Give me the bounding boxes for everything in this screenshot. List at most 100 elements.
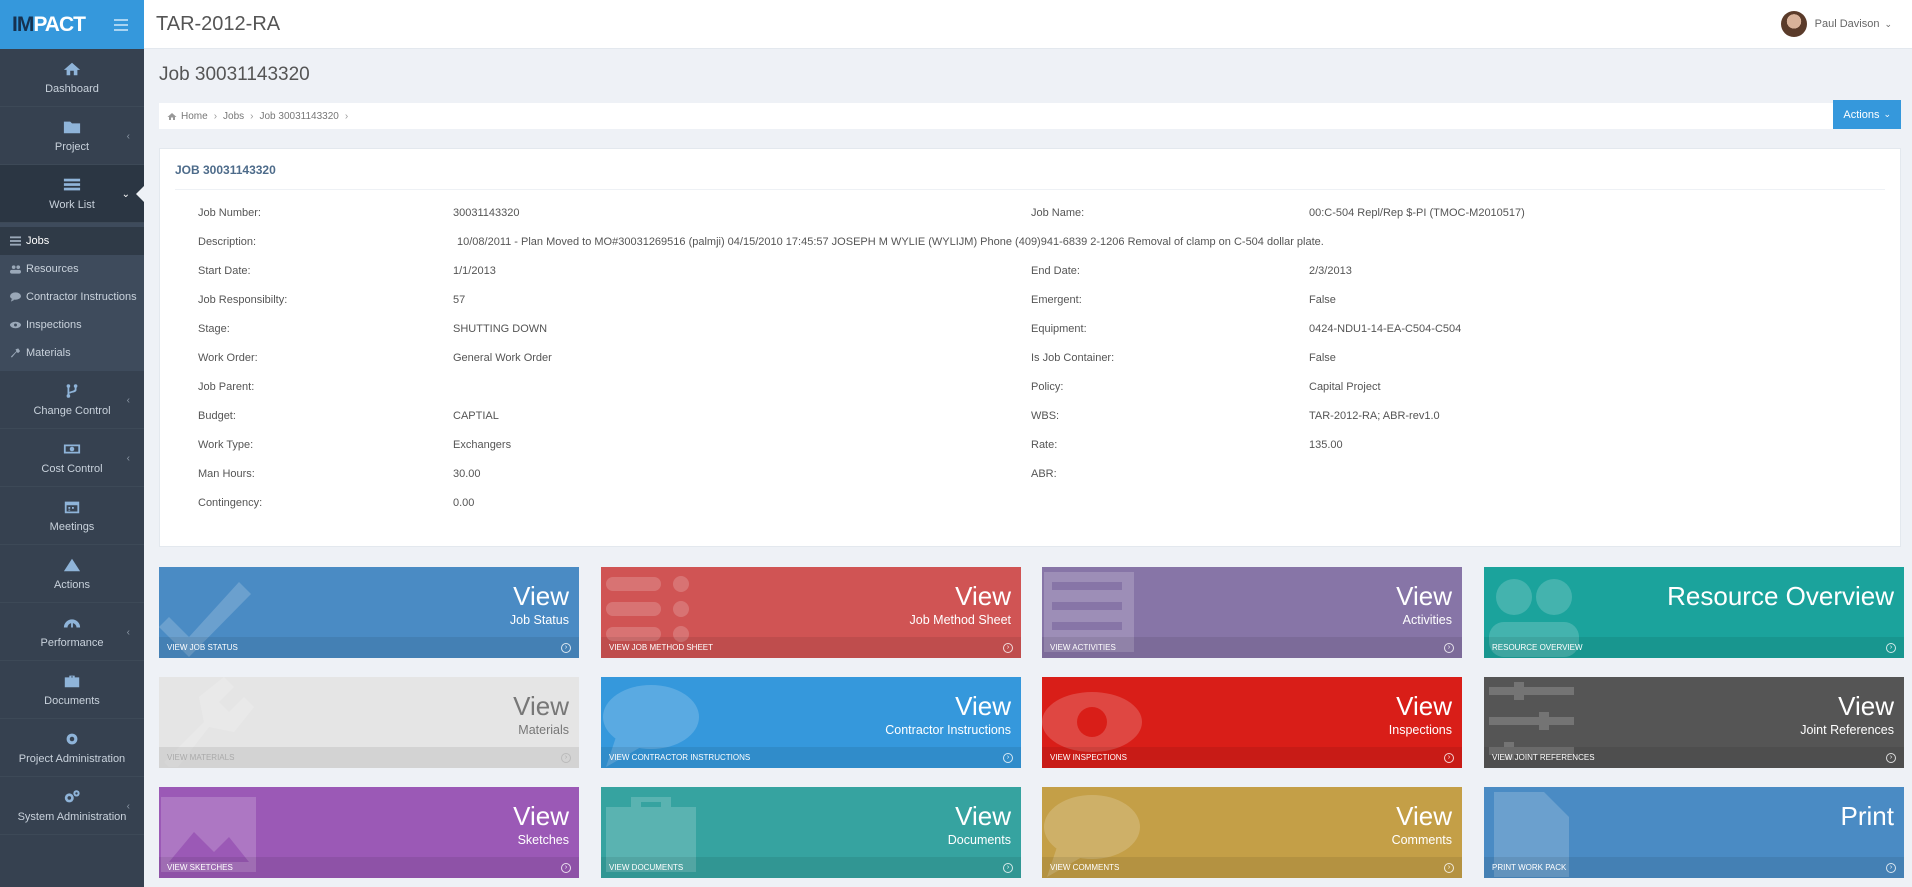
- sidebar-item-work-list[interactable]: Work List ⌄: [0, 165, 144, 223]
- arrow-circle-right-icon: ›: [561, 862, 571, 873]
- tile-footer-link[interactable]: VIEW CONTRACTOR INSTRUCTIONS ›: [601, 747, 1021, 768]
- tile-subtitle: Job Method Sheet: [909, 613, 1011, 627]
- detail-value: 10/08/2011 - Plan Moved to MO#3003126951…: [457, 235, 1324, 248]
- tile-footer-link[interactable]: VIEW MATERIALS ›: [159, 747, 579, 768]
- detail-value: 135.00: [1309, 438, 1343, 451]
- arrow-circle-right-icon: ›: [1886, 862, 1896, 873]
- tile-footer-label: VIEW ACTIVITIES: [1050, 643, 1116, 652]
- tile-view-documents[interactable]: View Documents VIEW DOCUMENTS ›: [601, 787, 1021, 878]
- breadcrumb-jobs[interactable]: Jobs: [223, 110, 245, 122]
- logo[interactable]: IMPACT: [12, 12, 86, 36]
- sidebar-item-label: Project Administration: [18, 752, 126, 765]
- comment-icon: [1042, 787, 1142, 877]
- sidebar-subitem-resources[interactable]: Resources: [0, 255, 144, 283]
- breadcrumb-separator: ›: [213, 110, 218, 122]
- tile-view-job-status[interactable]: View Job Status VIEW JOB STATUS ›: [159, 567, 579, 658]
- detail-label: Rate:: [1031, 438, 1058, 451]
- check-icon: [159, 567, 259, 657]
- detail-label: Policy:: [1031, 380, 1064, 393]
- sidebar-item-change-control[interactable]: Change Control ‹: [0, 371, 144, 429]
- sidebar-item-performance[interactable]: Performance ‹: [0, 603, 144, 661]
- home-icon: [63, 61, 81, 77]
- detail-label: Man Hours:: [198, 467, 255, 480]
- tile-footer-link[interactable]: RESOURCE OVERVIEW ›: [1484, 637, 1904, 658]
- sidebar-subitem-contractor-instructions[interactable]: Contractor Instructions: [0, 283, 144, 311]
- tile-view-sketches[interactable]: View Sketches VIEW SKETCHES ›: [159, 787, 579, 878]
- detail-label: Job Name:: [1031, 206, 1085, 219]
- money-icon: [63, 441, 81, 457]
- detail-row: Description: 10/08/2011 - Plan Moved to M…: [175, 227, 1885, 256]
- arrow-circle-right-icon: ›: [1444, 862, 1454, 873]
- sidebar-item-cost-control[interactable]: Cost Control ‹: [0, 429, 144, 487]
- sidebar-item-actions[interactable]: Actions: [0, 545, 144, 603]
- chevron-down-icon: ⌄: [1884, 18, 1892, 29]
- cog-icon: [63, 731, 81, 747]
- tile-subtitle: Sketches: [517, 833, 569, 847]
- tile-subtitle: Joint References: [1800, 723, 1894, 737]
- brand-bar: IMPACT: [0, 0, 144, 49]
- tile-print-work-pack[interactable]: Print PRINT WORK PACK ›: [1484, 787, 1904, 878]
- detail-label: Job Responsibilty:: [198, 293, 288, 306]
- tile-view-comments[interactable]: View Comments VIEW COMMENTS ›: [1042, 787, 1462, 878]
- detail-value: 2/3/2013: [1309, 264, 1352, 277]
- sidebar-subitem-label: Jobs: [26, 235, 50, 247]
- tile-view-inspections[interactable]: View Inspections VIEW INSPECTIONS ›: [1042, 677, 1462, 768]
- detail-label: Contingency:: [198, 496, 263, 509]
- detail-label: Job Parent:: [198, 380, 255, 393]
- list-alt-icon: [1042, 567, 1142, 657]
- sidebar-item-system-administration[interactable]: System Administration ‹: [0, 777, 144, 835]
- sidebar-item-label: Performance: [40, 636, 104, 649]
- avatar: [1780, 11, 1807, 37]
- tile-footer-link[interactable]: VIEW JOINT REFERENCES ›: [1484, 747, 1904, 768]
- tile-resource-overview[interactable]: Resource Overview RESOURCE OVERVIEW ›: [1484, 567, 1904, 658]
- breadcrumb-current[interactable]: Job 30031143320: [259, 110, 339, 122]
- tile-footer-link[interactable]: VIEW COMMENTS ›: [1042, 857, 1462, 878]
- page-bar: Home › Jobs › Job 30031143320 › Actions …: [159, 100, 1901, 129]
- detail-label: Start Date:: [198, 264, 251, 277]
- detail-row: Stage: SHUTTING DOWN Equipment: 0424-NDU1-1…: [175, 314, 1885, 343]
- tile-footer-link[interactable]: VIEW ACTIVITIES ›: [1042, 637, 1462, 658]
- tile-view-joint-references[interactable]: View Joint References VIEW JOINT REFERENCE…: [1484, 677, 1904, 768]
- detail-value: Exchangers: [453, 438, 512, 451]
- tile-footer-link[interactable]: VIEW SKETCHES ›: [159, 857, 579, 878]
- detail-label: Emergent:: [1031, 293, 1082, 306]
- sidebar-subitem-materials[interactable]: Materials: [0, 339, 144, 367]
- tile-footer-link[interactable]: VIEW JOB METHOD SHEET ›: [601, 637, 1021, 658]
- tile-view-contractor-instructions[interactable]: View Contractor Instructions VIEW CONTRACT…: [601, 677, 1021, 768]
- detail-label: Work Type:: [198, 438, 254, 451]
- breadcrumb-home[interactable]: Home: [181, 110, 208, 122]
- chevron-left-icon: ‹: [126, 452, 130, 464]
- calendar-icon: [63, 499, 81, 515]
- tile-subtitle: Activities: [1402, 613, 1452, 627]
- sidebar-subitem-jobs[interactable]: Jobs: [0, 227, 144, 255]
- tile-footer-link[interactable]: VIEW INSPECTIONS ›: [1042, 747, 1462, 768]
- menu-toggle-icon[interactable]: [114, 18, 128, 31]
- tile-view-materials[interactable]: View Materials VIEW MATERIALS ›: [159, 677, 579, 768]
- tile-footer-link[interactable]: VIEW DOCUMENTS ›: [601, 857, 1021, 878]
- tile-footer-link[interactable]: VIEW JOB STATUS ›: [159, 637, 579, 658]
- tile-subtitle: Materials: [518, 723, 569, 737]
- chevron-left-icon: ‹: [126, 394, 130, 406]
- user-menu[interactable]: Paul Davison ⌄: [1780, 11, 1892, 37]
- tile-footer-link[interactable]: PRINT WORK PACK ›: [1484, 857, 1904, 878]
- detail-value: 00:C-504 Repl/Rep $-PI (TMOC-M2010517): [1309, 206, 1525, 219]
- tile-view-job-method-sheet[interactable]: View Job Method Sheet VIEW JOB METHOD SHEE…: [601, 567, 1021, 658]
- sidebar-subitem-inspections[interactable]: Inspections: [0, 311, 144, 339]
- sidebar-item-project[interactable]: Project ‹: [0, 107, 144, 165]
- detail-value: CAPTIAL: [453, 409, 499, 422]
- file-icon: [1484, 787, 1584, 877]
- wrench-icon: [159, 677, 259, 768]
- user-name: Paul Davison: [1814, 18, 1880, 30]
- sidebar-item-project-administration[interactable]: Project Administration: [0, 719, 144, 777]
- tile-title: View: [513, 581, 569, 611]
- tile-title: View: [955, 801, 1011, 831]
- tile-footer-label: VIEW INSPECTIONS: [1050, 753, 1127, 762]
- sidebar-item-meetings[interactable]: Meetings: [0, 487, 144, 545]
- actions-button[interactable]: Actions ⌄: [1833, 100, 1901, 129]
- sidebar-item-documents[interactable]: Documents: [0, 661, 144, 719]
- sidebar-item-dashboard[interactable]: Dashboard: [0, 49, 144, 107]
- arrow-circle-right-icon: ›: [1886, 752, 1896, 763]
- comment-icon: [601, 677, 701, 767]
- tile-view-activities[interactable]: View Activities VIEW ACTIVITIES ›: [1042, 567, 1462, 658]
- detail-value: False: [1309, 293, 1336, 306]
